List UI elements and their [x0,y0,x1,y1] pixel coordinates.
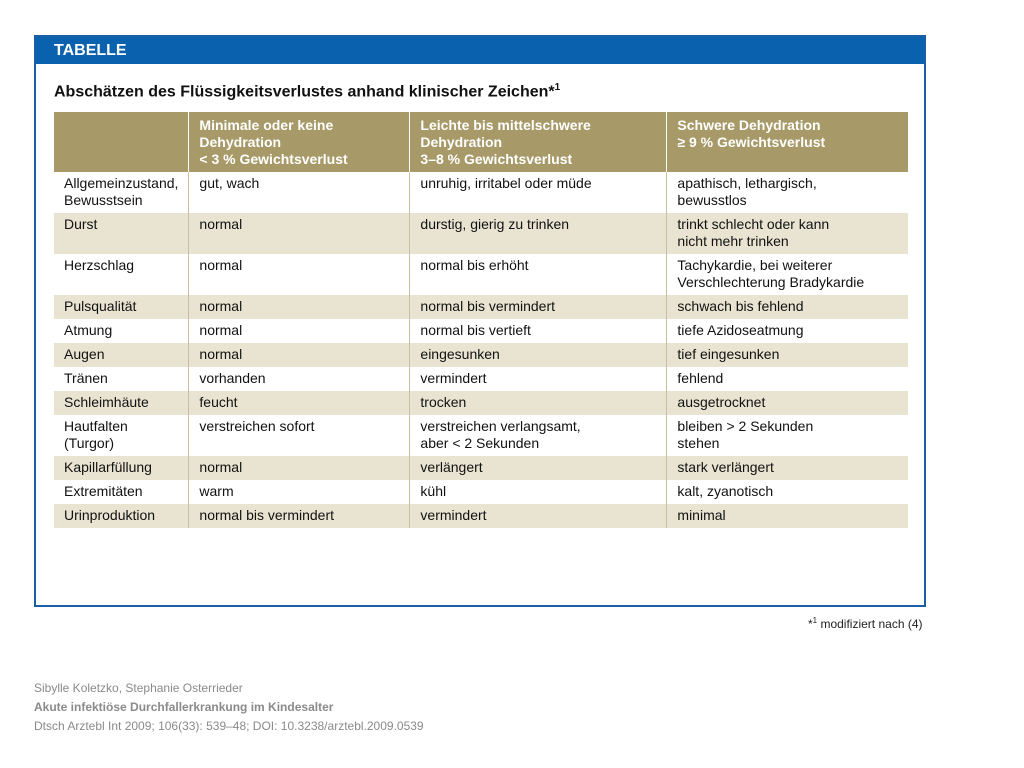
header-row: Minimale oder keine Dehydration < 3 % Gew… [54,112,908,172]
table-frame: TABELLE Abschätzen des Flüssigkeitsverlu… [34,35,926,607]
table-cell: durstig, gierig zu trinken [409,213,667,254]
table-cell: normal bis vertieft [409,319,667,343]
table-cell: normal [188,343,410,367]
dehydration-table: Minimale oder keine Dehydration < 3 % Gew… [54,112,908,528]
citation-reference: Dtsch Arztebl Int 2009; 106(33): 539–48;… [34,719,424,733]
header-cell: Minimale oder keine Dehydration < 3 % Gew… [188,112,410,172]
table-cell: gut, wach [188,172,410,213]
table-cell: vorhanden [188,367,410,391]
table-cell: trinkt schlecht oder kann nicht mehr trin… [666,213,908,254]
table-cell: minimal [666,504,908,528]
citation-article: Akute infektiöse Durchfallerkrankung im … [34,700,334,714]
table-title: Abschätzen des Flüssigkeitsverlustes anh… [54,82,561,101]
table-cell: normal [188,319,410,343]
table-cell: tiefe Azidoseatmung [666,319,908,343]
row-label-cell: Atmung [54,319,189,343]
table-cell: schwach bis fehlend [666,295,908,319]
table-cell: vermindert [409,367,667,391]
table-row: Herzschlag normal normal bis erhöht Tachyka… [54,254,908,295]
table-cell: bleiben > 2 Sekunden stehen [666,415,908,456]
table-cell: trocken [409,391,667,415]
row-label-cell: Pulsqualität [54,295,189,319]
table-cell: normal bis vermindert [188,504,410,528]
table-cell: ausgetrocknet [666,391,908,415]
table-row: Allgemeinzustand, Bewusstsein gut, wach unr… [54,172,908,213]
table-cell: verstreichen verlangsamt, aber < 2 Sekund… [409,415,667,456]
table-row: Augen normal eingesunken tief eingesunken [54,343,908,367]
row-label-cell: Hautfalten (Turgor) [54,415,189,456]
table-cell: unruhig, irritabel oder müde [409,172,667,213]
table-cell: apathisch, lethargisch, bewusstlos [666,172,908,213]
table-row: Kapillarfüllung normal verlängert stark ver… [54,456,908,480]
row-label-cell: Urinproduktion [54,504,189,528]
header-cell: Schwere Dehydration ≥ 9 % Gewichtsverlust [666,112,908,172]
table-cell: normal [188,213,410,254]
table-cell: normal [188,254,410,295]
table-cell: normal bis vermindert [409,295,667,319]
table-cell: feucht [188,391,410,415]
table-cell: kalt, zyanotisch [666,480,908,504]
table-cell: fehlend [666,367,908,391]
table-cell: normal [188,456,410,480]
table-cell: eingesunken [409,343,667,367]
table-row: Hautfalten (Turgor) verstreichen sofort ver… [54,415,908,456]
table-cell: stark verlängert [666,456,908,480]
footnote: *1 modifiziert nach (4) [808,616,923,631]
citation: Sibylle Koletzko, Stephanie Osterrieder … [34,679,424,736]
table-row: Pulsqualität normal normal bis vermindert s… [54,295,908,319]
table-cell: warm [188,480,410,504]
table-cell: normal [188,295,410,319]
table-row: Atmung normal normal bis vertieft tiefe Azi… [54,319,908,343]
table-cell: Tachykardie, bei weiterer Verschlechterun… [666,254,908,295]
table-row: Extremitäten warm kühl kalt, zyanotisch [54,480,908,504]
table-row: Durst normal durstig, gierig zu trinken tri… [54,213,908,254]
table-row: Urinproduktion normal bis vermindert vermi… [54,504,908,528]
table-cell: vermindert [409,504,667,528]
table-cell: kühl [409,480,667,504]
table-row: Schleimhäute feucht trocken ausgetrocknet [54,391,908,415]
table-cell: tief eingesunken [666,343,908,367]
row-label-cell: Tränen [54,367,189,391]
row-label-cell: Herzschlag [54,254,189,295]
table-cell: normal bis erhöht [409,254,667,295]
header-cell [54,112,189,172]
row-label-cell: Durst [54,213,189,254]
table-banner: TABELLE [36,37,924,64]
table-row: Tränen vorhanden vermindert fehlend [54,367,908,391]
row-label-cell: Allgemeinzustand, Bewusstsein [54,172,189,213]
row-label-cell: Kapillarfüllung [54,456,189,480]
row-label-cell: Extremitäten [54,480,189,504]
citation-authors: Sibylle Koletzko, Stephanie Osterrieder [34,681,243,695]
table-cell: verlängert [409,456,667,480]
header-cell: Leichte bis mittelschwere Dehydration 3–8… [409,112,667,172]
table-cell: verstreichen sofort [188,415,410,456]
row-label-cell: Schleimhäute [54,391,189,415]
row-label-cell: Augen [54,343,189,367]
